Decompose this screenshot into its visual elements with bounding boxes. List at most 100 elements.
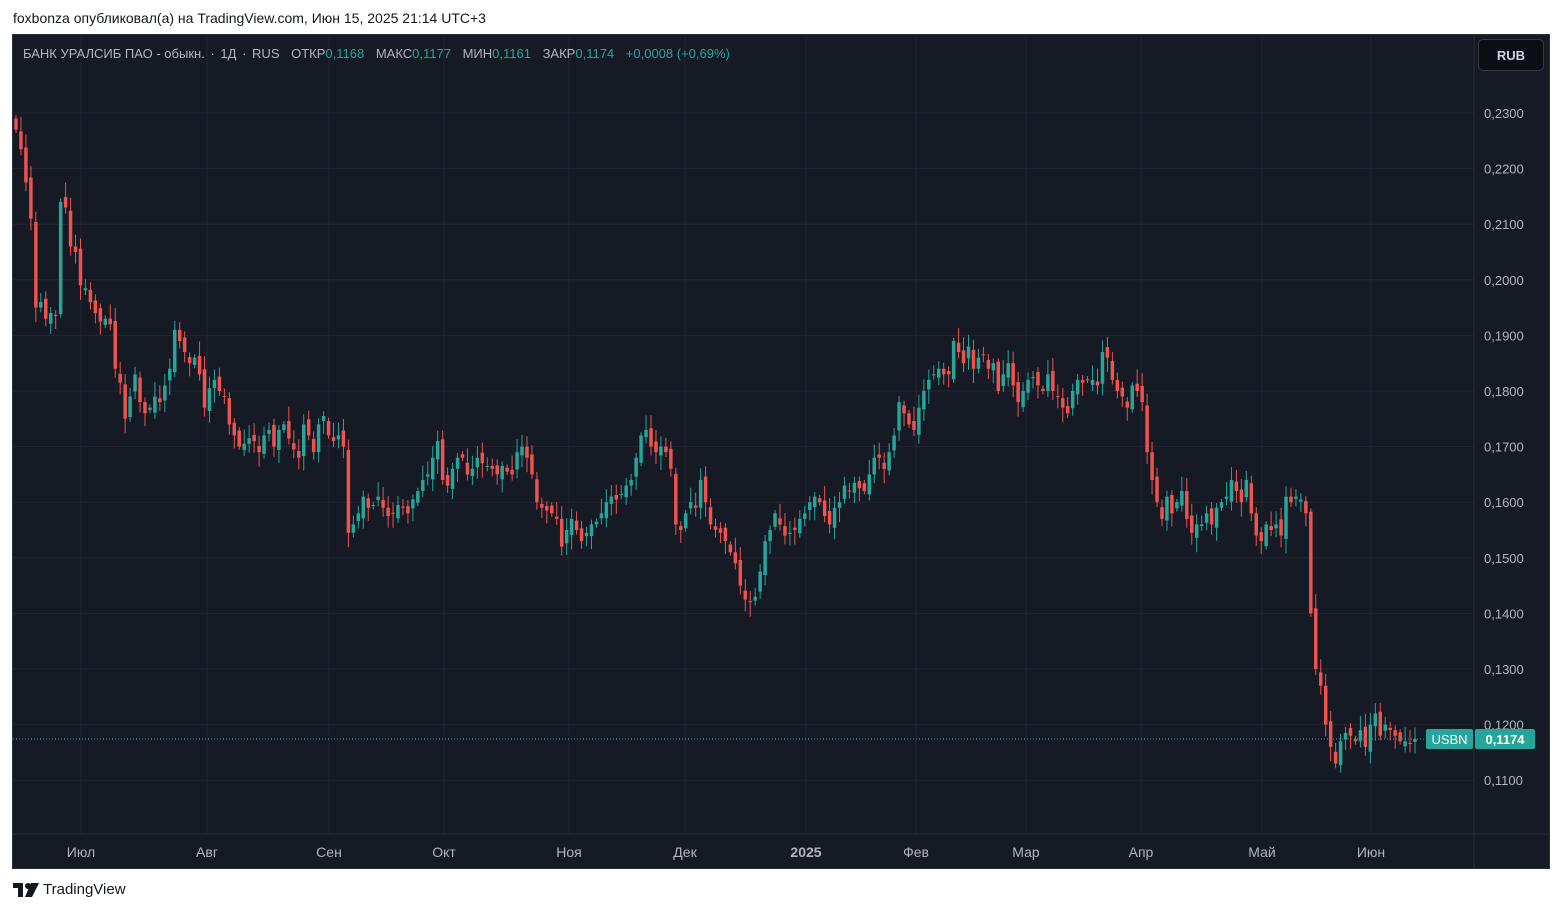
candle-down <box>1145 405 1149 453</box>
low-value: 0,1161 <box>492 46 531 61</box>
candle-down <box>1209 508 1214 525</box>
candle-down <box>1150 452 1154 480</box>
candle-down <box>907 413 911 425</box>
candle-up <box>1194 524 1199 538</box>
candle-down <box>331 437 336 442</box>
candle-down <box>480 452 485 464</box>
candle-down <box>232 422 237 436</box>
candle-down <box>1353 739 1358 742</box>
candle-up <box>430 457 435 480</box>
candle-down <box>912 421 916 430</box>
candle-down <box>1036 372 1040 386</box>
candle-down <box>1279 519 1283 536</box>
candle-down <box>460 454 465 458</box>
candle-down <box>326 421 331 436</box>
y-tick-label: 0,2100 <box>1484 217 1524 232</box>
candle-down <box>93 300 98 314</box>
candle-down <box>1249 483 1254 514</box>
candle-up <box>867 474 872 495</box>
candle-down <box>401 506 405 508</box>
x-tick-label: Апр <box>1129 844 1154 860</box>
candle-down <box>713 526 718 530</box>
candle-up <box>267 429 271 434</box>
candle-down <box>748 601 752 603</box>
candle-down <box>1333 751 1338 764</box>
candle-down <box>1388 727 1392 731</box>
chart-legend: БАНК УРАЛСИБ ПАО - обыкн. · 1Д · RUS ОТК… <box>23 46 730 61</box>
candle-up <box>832 507 837 528</box>
candle-up <box>316 424 321 453</box>
candle-up <box>1075 379 1080 395</box>
x-tick-label: Окт <box>432 844 456 860</box>
y-tick-label: 0,2000 <box>1484 273 1524 288</box>
candle-up <box>584 532 589 537</box>
candle-down <box>1105 347 1110 358</box>
candle-up <box>470 468 475 477</box>
candle-up <box>604 502 609 519</box>
candle-up <box>1299 499 1303 502</box>
candle-down <box>817 498 822 503</box>
y-tick-label: 0,2200 <box>1484 162 1524 177</box>
open-value: 0,1168 <box>325 46 365 61</box>
candle-down <box>862 483 867 492</box>
exchange-label: RUS <box>252 46 280 61</box>
candle-down <box>187 357 192 364</box>
candle-up <box>619 493 623 495</box>
candle-down <box>495 465 499 475</box>
candle-down <box>559 518 564 547</box>
candle-down <box>222 396 227 398</box>
ticker-tag: USBN <box>1431 732 1467 747</box>
candle-down <box>34 221 38 308</box>
candle-up <box>148 407 152 410</box>
y-tick-label: 0,1200 <box>1484 718 1524 733</box>
candle-down <box>19 131 23 150</box>
candle-down <box>555 516 559 519</box>
candle-up <box>435 441 440 460</box>
candle-up <box>1264 524 1268 547</box>
candle-up <box>371 504 375 507</box>
candle-down <box>941 368 946 375</box>
candle-up <box>207 388 212 412</box>
candle-up <box>351 524 356 533</box>
interval-label: 1Д <box>220 46 237 61</box>
candle-down <box>53 314 58 316</box>
candle-up <box>1229 479 1234 502</box>
candle-up <box>1001 374 1005 386</box>
candle-up <box>1284 496 1288 539</box>
candle-up <box>455 457 460 469</box>
currency-button[interactable]: RUB <box>1478 39 1544 71</box>
x-tick-label: Сен <box>316 844 342 860</box>
candle-up <box>599 513 604 519</box>
candle-up <box>1165 496 1169 521</box>
candle-down <box>1155 476 1159 503</box>
ticker-tag-bg <box>1426 729 1473 750</box>
x-tick-label: Дек <box>673 844 697 860</box>
candle-down <box>728 544 733 553</box>
candlestick-chart[interactable]: 0,2300 0,2200 0,2100 0,2000 0,1900 0,1800 0,17… <box>13 35 1549 868</box>
candle-down <box>118 373 122 383</box>
candle-down <box>743 590 748 600</box>
candle-down <box>679 526 683 530</box>
candle-down <box>847 490 852 492</box>
candle-down <box>1110 360 1115 380</box>
candle-down <box>530 454 534 475</box>
candle-down <box>1190 515 1194 533</box>
candle-down <box>177 329 182 341</box>
candle-up <box>485 466 490 468</box>
tradingview-logo[interactable]: TradingView <box>13 881 126 898</box>
candle-up <box>411 499 415 509</box>
candle-up <box>951 340 956 380</box>
candle-down <box>574 520 579 530</box>
candle-down <box>252 434 256 442</box>
candle-up <box>1373 713 1378 727</box>
candle-down <box>1140 385 1144 403</box>
candle-down <box>1328 721 1333 747</box>
candle-down <box>1016 382 1020 403</box>
candle-down <box>1323 685 1328 725</box>
price-tag-bg <box>1475 729 1535 750</box>
candle-down <box>1254 513 1258 536</box>
candle-down <box>1080 379 1085 383</box>
candle-up <box>39 302 43 308</box>
chart-panel[interactable]: 0,2300 0,2200 0,2100 0,2000 0,1900 0,1800 0,17… <box>12 34 1550 869</box>
candle-down <box>68 210 73 247</box>
